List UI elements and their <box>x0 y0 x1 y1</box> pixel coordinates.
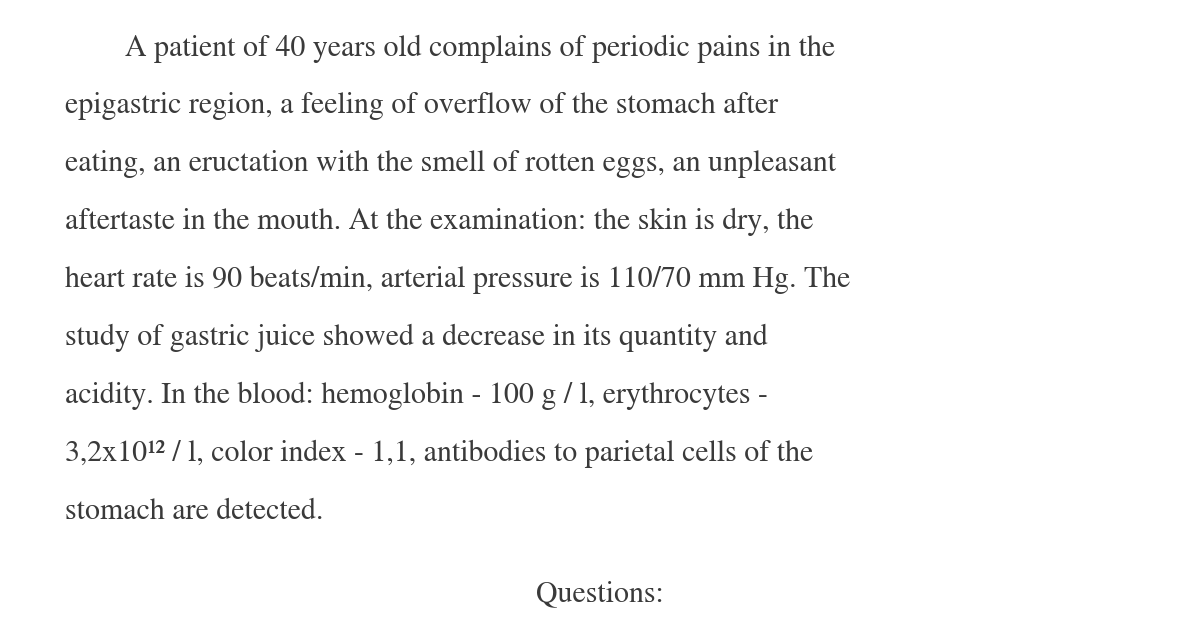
Text: aftertaste in the mouth. At the examination: the skin is dry, the: aftertaste in the mouth. At the examinat… <box>65 208 814 236</box>
Text: stomach are detected.: stomach are detected. <box>65 498 323 526</box>
Text: epigastric region, a feeling of overflow of the stomach after: epigastric region, a feeling of overflow… <box>65 92 778 120</box>
Text: 3,2x10¹² / l, color index - 1,1, antibodies to parietal cells of the: 3,2x10¹² / l, color index - 1,1, antibod… <box>65 440 814 468</box>
Text: eating, an eructation with the smell of rotten eggs, an unpleasant: eating, an eructation with the smell of … <box>65 150 836 178</box>
Text: A patient of 40 years old complains of periodic pains in the: A patient of 40 years old complains of p… <box>65 34 835 62</box>
Text: heart rate is 90 beats/min, arterial pressure is 110/70 mm Hg. The: heart rate is 90 beats/min, arterial pre… <box>65 266 850 294</box>
Text: acidity. In the blood: hemoglobin - 100 g / l, erythrocytes -: acidity. In the blood: hemoglobin - 100 … <box>65 382 768 410</box>
Text: Questions:: Questions: <box>536 581 664 609</box>
Text: study of gastric juice showed a decrease in its quantity and: study of gastric juice showed a decrease… <box>65 324 768 352</box>
